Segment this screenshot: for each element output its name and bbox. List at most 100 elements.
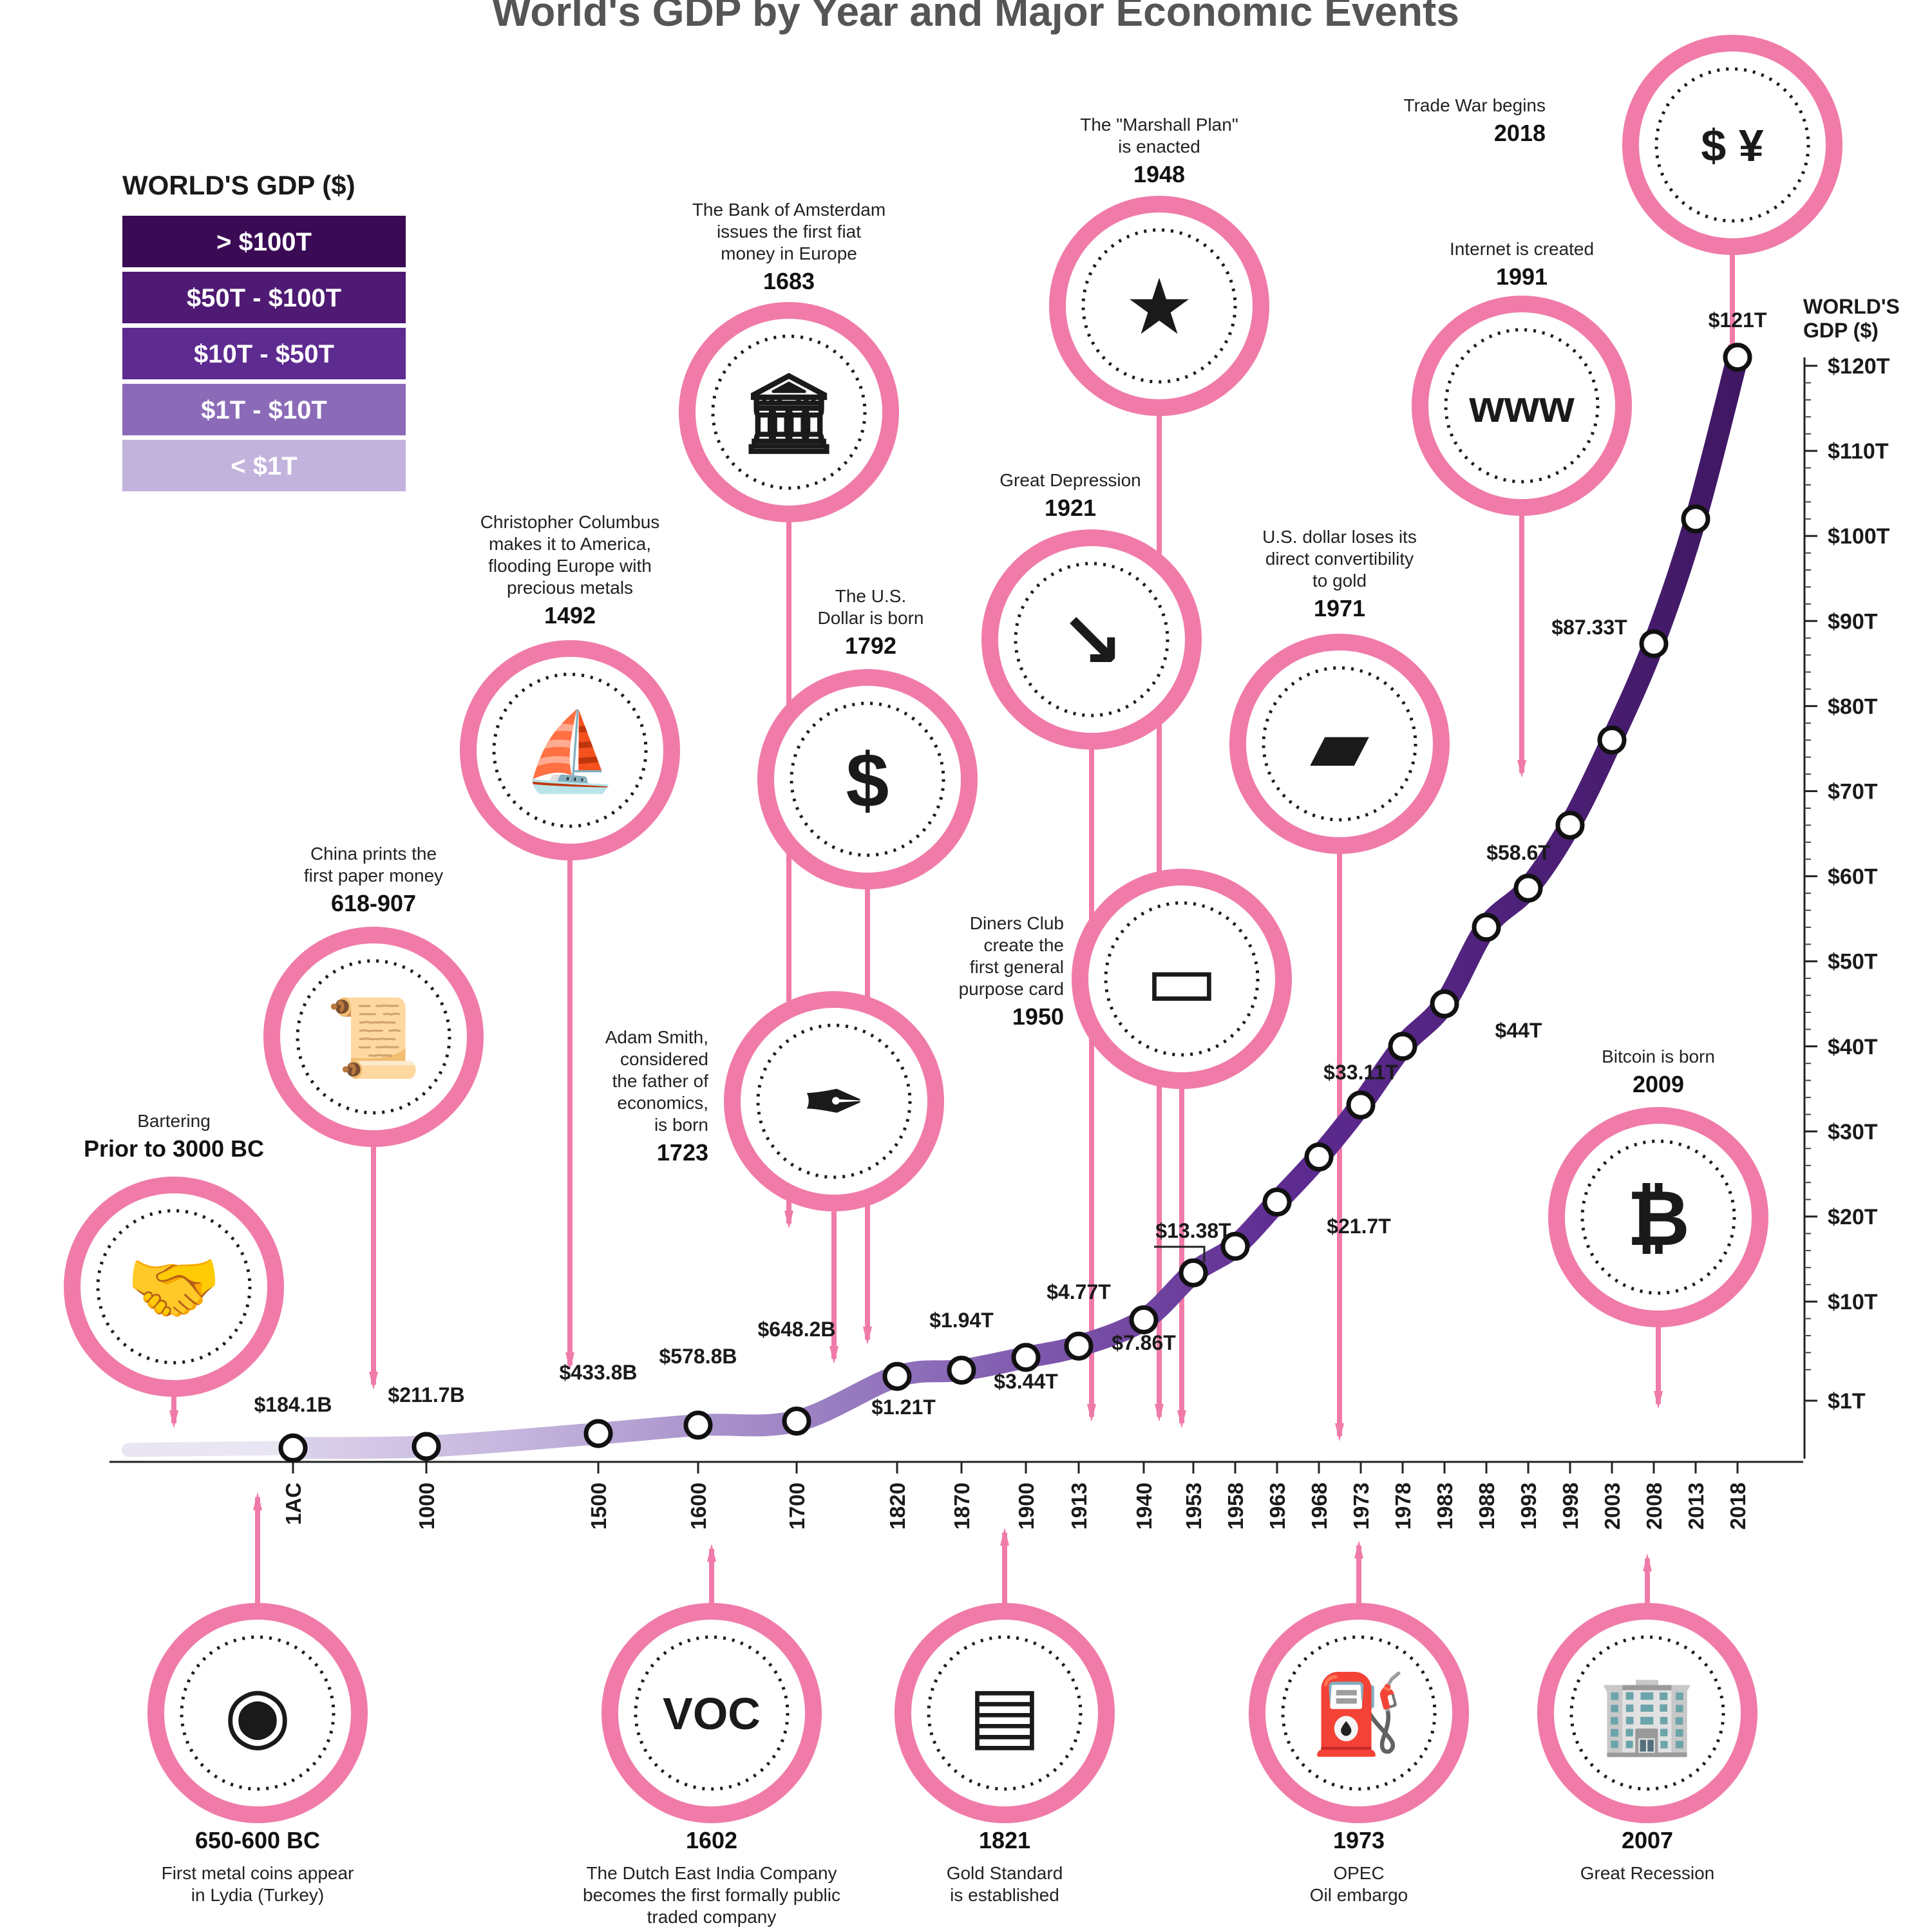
- event-circle: [147, 1603, 368, 1823]
- event-circle: [1537, 1603, 1757, 1823]
- event-circle: [1548, 1107, 1768, 1327]
- event-circle: [1412, 296, 1632, 516]
- event-description: precious metals: [507, 578, 633, 598]
- data-label: $21.7T: [1327, 1215, 1391, 1238]
- event-description: money in Europe: [721, 243, 857, 263]
- icon-glyph: ▰: [1310, 702, 1369, 788]
- data-point: [1639, 629, 1669, 659]
- event-connector-tip: [784, 1211, 793, 1229]
- legend-title: WORLD'S GDP ($): [122, 170, 355, 200]
- x-tick-label: 1940: [1132, 1482, 1156, 1530]
- event-year: 1991: [1496, 263, 1548, 290]
- event-circle: [757, 669, 978, 889]
- legend-swatch: [122, 328, 406, 379]
- x-tick-label: 1973: [1349, 1482, 1373, 1530]
- event-description: China prints the: [310, 844, 437, 864]
- event-connector-tip: [169, 1410, 178, 1428]
- event-connector-tip: [1654, 1391, 1663, 1409]
- x-tick-label: 1963: [1265, 1482, 1289, 1530]
- event-year: 1492: [544, 602, 596, 629]
- icon-outline: [296, 959, 451, 1115]
- data-label: $433.8B: [560, 1361, 638, 1384]
- event-description: The U.S.: [835, 586, 906, 606]
- event-circle: [64, 1177, 284, 1397]
- event-description: Bartering: [137, 1111, 211, 1131]
- icon-outline: [1014, 562, 1170, 717]
- legend-swatch: [122, 440, 406, 491]
- event-connector-tip: [565, 1352, 574, 1370]
- x-tick-label: 1000: [415, 1482, 439, 1530]
- event-description: becomes the first formally public: [583, 1885, 840, 1905]
- data-point: [1472, 913, 1501, 942]
- data-label: $648.2B: [758, 1318, 836, 1341]
- data-label: $3.44T: [994, 1370, 1058, 1393]
- oil-barrels-icon: ⛽: [1281, 1635, 1437, 1791]
- event-description: first paper money: [304, 866, 443, 886]
- event-circle: [724, 991, 944, 1211]
- event-description: economics,: [617, 1093, 708, 1113]
- event-description: Bitcoin is born: [1602, 1046, 1715, 1066]
- event-description: first general: [970, 957, 1064, 977]
- icon-glyph: 🏢: [1599, 1671, 1695, 1758]
- icon-outline: [711, 334, 867, 490]
- x-tick-label: 2013: [1684, 1482, 1708, 1530]
- dollar-bill-icon: $: [790, 701, 945, 857]
- event-description: Great Depression: [999, 470, 1141, 490]
- nixon-gold-bars-icon: ▰: [1262, 666, 1417, 822]
- event-bartering: 🤝 Bartering Prior to 3000 BC: [64, 1111, 284, 1397]
- y-tick-label: $1T: [1828, 1389, 1866, 1414]
- event-trade-war: $ ¥ Trade War begins 2018: [1404, 35, 1842, 255]
- chart-title: World's GDP by Year and Major Economic E…: [492, 0, 1459, 35]
- event-description: The "Marshall Plan": [1080, 115, 1238, 135]
- event-description: is established: [950, 1885, 1059, 1905]
- event-description: is enacted: [1118, 137, 1200, 156]
- legend-label: < $1T: [231, 452, 297, 480]
- event-connector-tip: [1000, 1528, 1009, 1546]
- data-point: [1011, 1343, 1041, 1372]
- icon-glyph: ⛽: [1311, 1671, 1406, 1758]
- data-point: [1220, 1231, 1250, 1261]
- legend-label: $50T - $100T: [187, 284, 341, 312]
- y-tick-label: $100T: [1828, 524, 1890, 549]
- event-year: 1821: [979, 1827, 1030, 1853]
- event-description: Great Recession: [1580, 1863, 1715, 1883]
- icon-glyph: VOC: [663, 1689, 761, 1739]
- x-tick-label: 1958: [1224, 1482, 1247, 1530]
- event-connector-tip: [1155, 1404, 1164, 1422]
- event-circle: [1622, 35, 1842, 255]
- event-description: Internet is created: [1450, 239, 1594, 259]
- data-label: $33.11T: [1323, 1061, 1398, 1084]
- x-tick-label: 2018: [1726, 1482, 1750, 1530]
- event-dutch-east-india: VOC 1602 The Dutch East India Companybecom…: [583, 1603, 840, 1927]
- event-year: 1723: [657, 1139, 708, 1166]
- icon-glyph: 🤝: [126, 1245, 222, 1331]
- icon-outline: [1569, 1635, 1725, 1791]
- icon-outline: [790, 701, 945, 857]
- data-point: [1681, 504, 1710, 534]
- marshall-plan-shield-icon: ★: [1081, 228, 1237, 384]
- event-year: 1602: [686, 1827, 737, 1853]
- icon-glyph: ★: [1124, 264, 1194, 350]
- event-description: considered: [620, 1049, 708, 1069]
- event-year: 1973: [1333, 1827, 1385, 1853]
- y-tick-label: $60T: [1828, 865, 1878, 889]
- data-label-leader: [1154, 1245, 1206, 1262]
- event-description: is born: [654, 1115, 708, 1135]
- icon-glyph: $ ¥: [1701, 120, 1763, 171]
- icon-glyph: www: [1468, 381, 1575, 431]
- icon-outline: [1654, 67, 1810, 223]
- data-point: [882, 1361, 912, 1391]
- event-description: The Bank of Amsterdam: [692, 200, 886, 220]
- x-tick-label: 1913: [1067, 1482, 1091, 1530]
- event-great-recession: 🏢 2007 Great Recession: [1537, 1603, 1757, 1883]
- event-connector-tip: [863, 1327, 872, 1345]
- data-point: [683, 1410, 713, 1440]
- event-description: create the: [983, 935, 1064, 955]
- icon-glyph: ✒: [802, 1059, 867, 1146]
- event-description: Oil embargo: [1310, 1885, 1408, 1905]
- event-circle: [1229, 634, 1450, 854]
- event-description: flooding Europe with: [488, 556, 652, 576]
- event-circle: [601, 1603, 822, 1823]
